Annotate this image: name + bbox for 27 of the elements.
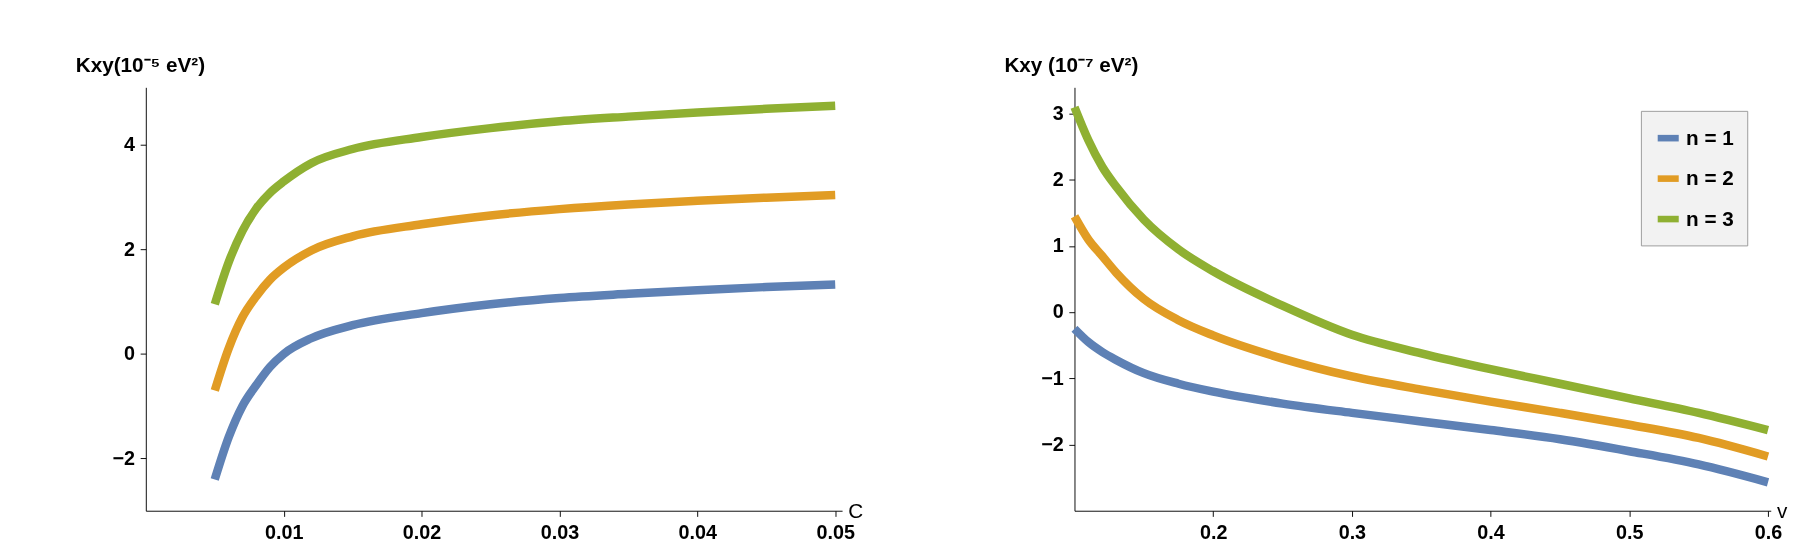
y-tick-label: 3: [1052, 101, 1064, 124]
y-tick-label: 0: [1052, 300, 1064, 323]
x-tick-label: 0.03: [540, 520, 580, 543]
y-tick-label: −2: [1041, 432, 1064, 455]
legend-label: n = 2: [1686, 166, 1734, 190]
y-tick-label: 2: [1052, 168, 1064, 191]
y-tick-label: −1: [1041, 366, 1064, 389]
x-tick-label: 0.4: [1477, 520, 1505, 543]
legend-label: n = 1: [1686, 125, 1734, 149]
x-tick-label: 0.01: [264, 520, 304, 543]
x-axis-title: v: [1776, 498, 1788, 522]
x-tick-label: 0.3: [1338, 520, 1367, 543]
x-tick-label: 0.6: [1754, 520, 1783, 543]
x-tick-label: 0.04: [678, 520, 718, 543]
y-tick-label: −2: [112, 446, 136, 469]
x-tick-label: 0.2: [1199, 520, 1228, 543]
x-axis-title: C: [848, 498, 864, 522]
y-tick-label: 1: [1052, 234, 1064, 257]
y-axis-title: Kxy (10⁻⁷ eV²): [1004, 52, 1139, 76]
x-tick-label: 0.05: [816, 520, 855, 543]
x-tick-label: 0.5: [1616, 520, 1644, 543]
y-tick-label: 4: [124, 132, 136, 155]
x-tick-label: 0.02: [402, 520, 442, 543]
y-axis-title: Kxy(10⁻⁵ eV²): [75, 52, 206, 76]
legend-label: n = 3: [1686, 206, 1734, 230]
y-tick-label: 0: [124, 342, 136, 365]
y-tick-label: 2: [124, 237, 136, 260]
